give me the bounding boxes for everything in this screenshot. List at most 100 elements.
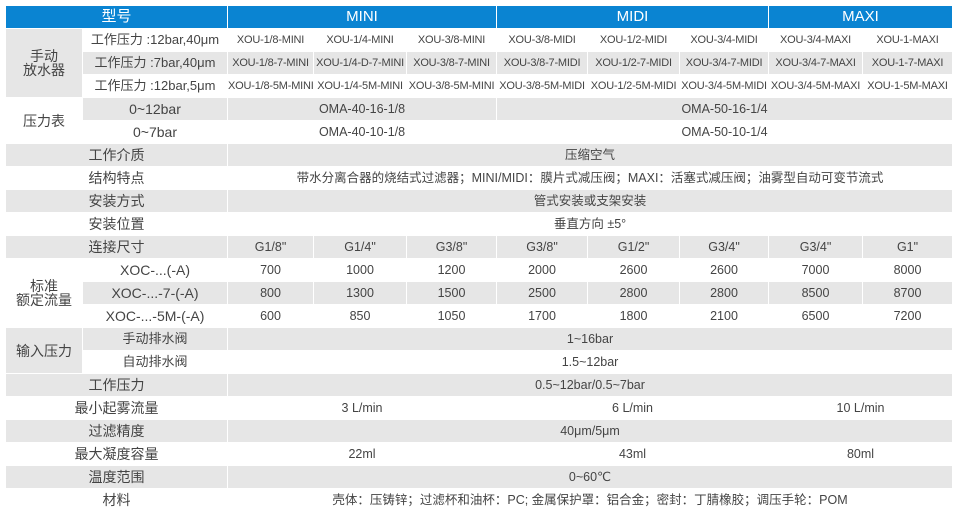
- row-label: XOC-...-5M-(-A): [81, 304, 229, 328]
- flow-value: 2500: [496, 281, 589, 305]
- max_condensate-midi: 43ml: [496, 442, 770, 466]
- model-code: XOU-1/8-7-MINI: [227, 51, 315, 75]
- flow-value: 1500: [406, 281, 498, 305]
- flow-value: 2600: [679, 258, 770, 282]
- flow-value: 1300: [313, 281, 408, 305]
- connection-size: G3/4": [768, 235, 864, 259]
- model-code: XOU-3/8-7-MINI: [406, 51, 498, 75]
- flow-value: 1800: [587, 304, 681, 328]
- mounting-value: 管式安装或支架安装: [227, 189, 954, 213]
- input-pressure-value: 1.5~12bar: [227, 350, 954, 374]
- flow-value: 2100: [679, 304, 770, 328]
- material-value: 壳体：压铸锌；过滤杯和油杯：PC; 金属保护罩：铝合金；密封：丁腈橡胶；调压手轮…: [227, 488, 954, 512]
- flow-value: 8000: [862, 258, 954, 282]
- model-code: XOU-1/8-MINI: [227, 28, 315, 52]
- working_pressure-value: 0.5~12bar/0.5~7bar: [227, 373, 954, 397]
- medium-row: 工作介质 压缩空气: [4, 143, 954, 167]
- model-code: XOU-1/8-5M-MINI: [227, 74, 315, 98]
- model-code: XOU-1/2-7-MIDI: [587, 51, 681, 75]
- header-model: 型号: [4, 5, 229, 29]
- connection-row: 连接尺寸 G1/8" G1/4" G3/8" G3/8" G1/2" G3/4" G3/4" G…: [4, 235, 954, 259]
- max_condensate-mini: 22ml: [227, 442, 498, 466]
- flow-value: 700: [227, 258, 315, 282]
- structure-value: 带水分离合器的烧结式过滤器；MINI/MIDI：膜片式减压阀；MAXI：活塞式减…: [227, 166, 954, 190]
- model-code: XOU-1/2-5M-MIDI: [587, 74, 681, 98]
- connection-size: G3/8": [496, 235, 589, 259]
- position-value: 垂直方向 ±5°: [227, 212, 954, 236]
- connection-size: G1/8": [227, 235, 315, 259]
- connection-size: G3/4": [679, 235, 770, 259]
- header-mini: MINI: [227, 5, 498, 29]
- flow-value: 8500: [768, 281, 864, 305]
- flow-value: 2000: [496, 258, 589, 282]
- model-code: XOU-3/4-7-MIDI: [679, 51, 770, 75]
- gauge-label: 压力表: [5, 97, 83, 144]
- model-code: XOU-1-5M-MAXI: [862, 74, 954, 98]
- model-code: XOU-3/8-MINI: [406, 28, 498, 52]
- input-pressure-label: 输入压力: [5, 327, 83, 374]
- flow-row: XOC-...-5M-(-A) 600 850 1050 1700 1800 2100 650…: [6, 304, 954, 328]
- flow-row: 标准 额定流量 XOC-...(-A) 700 1000 1200 2000 2600 2600…: [5, 258, 954, 328]
- model-code: XOU-3/8-7-MIDI: [496, 51, 589, 75]
- input-pressure-value: 1~16bar: [227, 327, 954, 351]
- min_mist_flow-midi: 6 L/min: [496, 396, 770, 420]
- material-row: 材料 壳体：压铸锌；过滤杯和油杯：PC; 金属保护罩：铝合金；密封：丁腈橡胶；调压…: [4, 488, 954, 512]
- mounting-label: 安装方式: [4, 189, 229, 213]
- flow-value: 1700: [496, 304, 589, 328]
- flow-value: 6500: [768, 304, 864, 328]
- model-code: XOU-3/8-MIDI: [496, 28, 589, 52]
- row-label: XOC-...(-A): [81, 258, 229, 282]
- working_pressure-label: 工作压力: [4, 373, 229, 397]
- header-midi: MIDI: [496, 5, 770, 29]
- max_condensate-maxi: 80ml: [768, 442, 954, 466]
- row-label: 工作压力 :12bar,40μm: [81, 28, 229, 52]
- input-pressure-row: 自动排水阀 1.5~12bar: [6, 350, 954, 374]
- manual-drain-row: 手动 放水器 工作压力 :12bar,40μm XOU-1/8-MINI XOU-1/4…: [5, 28, 954, 98]
- row-label: XOC-...-7-(-A): [81, 281, 229, 305]
- model-code: XOU-3/4-5M-MAXI: [768, 74, 864, 98]
- model-code: XOU-3/8-5M-MINI: [406, 74, 498, 98]
- position-label: 安装位置: [4, 212, 229, 236]
- row-label: 自动排水阀: [81, 350, 229, 374]
- manual-drain-row: 工作压力 :7bar,40μm XOU-1/8-7-MINI XOU-1/4-D-7…: [6, 51, 954, 75]
- manual-drain-row: 工作压力 :12bar,5μm XOU-1/8-5M-MINI XOU-1/4-5M…: [6, 74, 954, 98]
- filtration-label: 过滤精度: [4, 419, 229, 443]
- spec-table: 型号 MINI MIDI MAXI 手动 放水器 工作压力 :12bar,40μm XOU-1…: [4, 5, 954, 512]
- flow-value: 2600: [587, 258, 681, 282]
- flow-value: 7000: [768, 258, 864, 282]
- mounting-row: 安装方式 管式安装或支架安装: [4, 189, 954, 213]
- min_mist_flow-mini: 3 L/min: [227, 396, 498, 420]
- gauge-row: 压力表 0~12bar OMA-40-16-1/8 OMA-50-16-1/4: [5, 97, 954, 144]
- max_condensate-label: 最大凝度容量: [4, 442, 229, 466]
- min_mist_flow-row: 最小起雾流量 3 L/min 6 L/min 10 L/min: [4, 396, 954, 420]
- position-row: 安装位置 垂直方向 ±5°: [4, 212, 954, 236]
- filtration-row: 过滤精度 40μm/5μm: [4, 419, 954, 443]
- gauge-midi-maxi: OMA-50-16-1/4: [496, 97, 954, 121]
- flow-value: 8700: [862, 281, 954, 305]
- row-label: 工作压力 :7bar,40μm: [81, 51, 229, 75]
- gauge-midi-maxi: OMA-50-10-1/4: [496, 120, 954, 144]
- header-row: 型号 MINI MIDI MAXI: [4, 5, 954, 29]
- temperature-label: 温度范围: [4, 465, 229, 489]
- header-maxi: MAXI: [768, 5, 954, 29]
- flow-value: 2800: [587, 281, 681, 305]
- max_condensate-row: 最大凝度容量 22ml 43ml 80ml: [4, 442, 954, 466]
- connection-label: 连接尺寸: [4, 235, 229, 259]
- model-code: XOU-1-MAXI: [862, 28, 954, 52]
- gauge-mini: OMA-40-10-1/8: [227, 120, 498, 144]
- flow-value: 600: [227, 304, 315, 328]
- gauge-row: 0~7bar OMA-40-10-1/8 OMA-50-10-1/4: [6, 120, 954, 144]
- row-label: 工作压力 :12bar,5μm: [81, 74, 229, 98]
- connection-size: G3/8": [406, 235, 498, 259]
- temperature-value: 0~60℃: [227, 465, 954, 489]
- connection-size: G1": [862, 235, 954, 259]
- flow-label: 标准 额定流量: [5, 258, 83, 328]
- model-code: XOU-1/4-5M-MINI: [313, 74, 408, 98]
- connection-size: G1/4": [313, 235, 408, 259]
- min_mist_flow-maxi: 10 L/min: [768, 396, 954, 420]
- flow-value: 7200: [862, 304, 954, 328]
- flow-row: XOC-...-7-(-A) 800 1300 1500 2500 2800 2800 850…: [6, 281, 954, 305]
- model-code: XOU-3/8-5M-MIDI: [496, 74, 589, 98]
- flow-value: 800: [227, 281, 315, 305]
- filtration-value: 40μm/5μm: [227, 419, 954, 443]
